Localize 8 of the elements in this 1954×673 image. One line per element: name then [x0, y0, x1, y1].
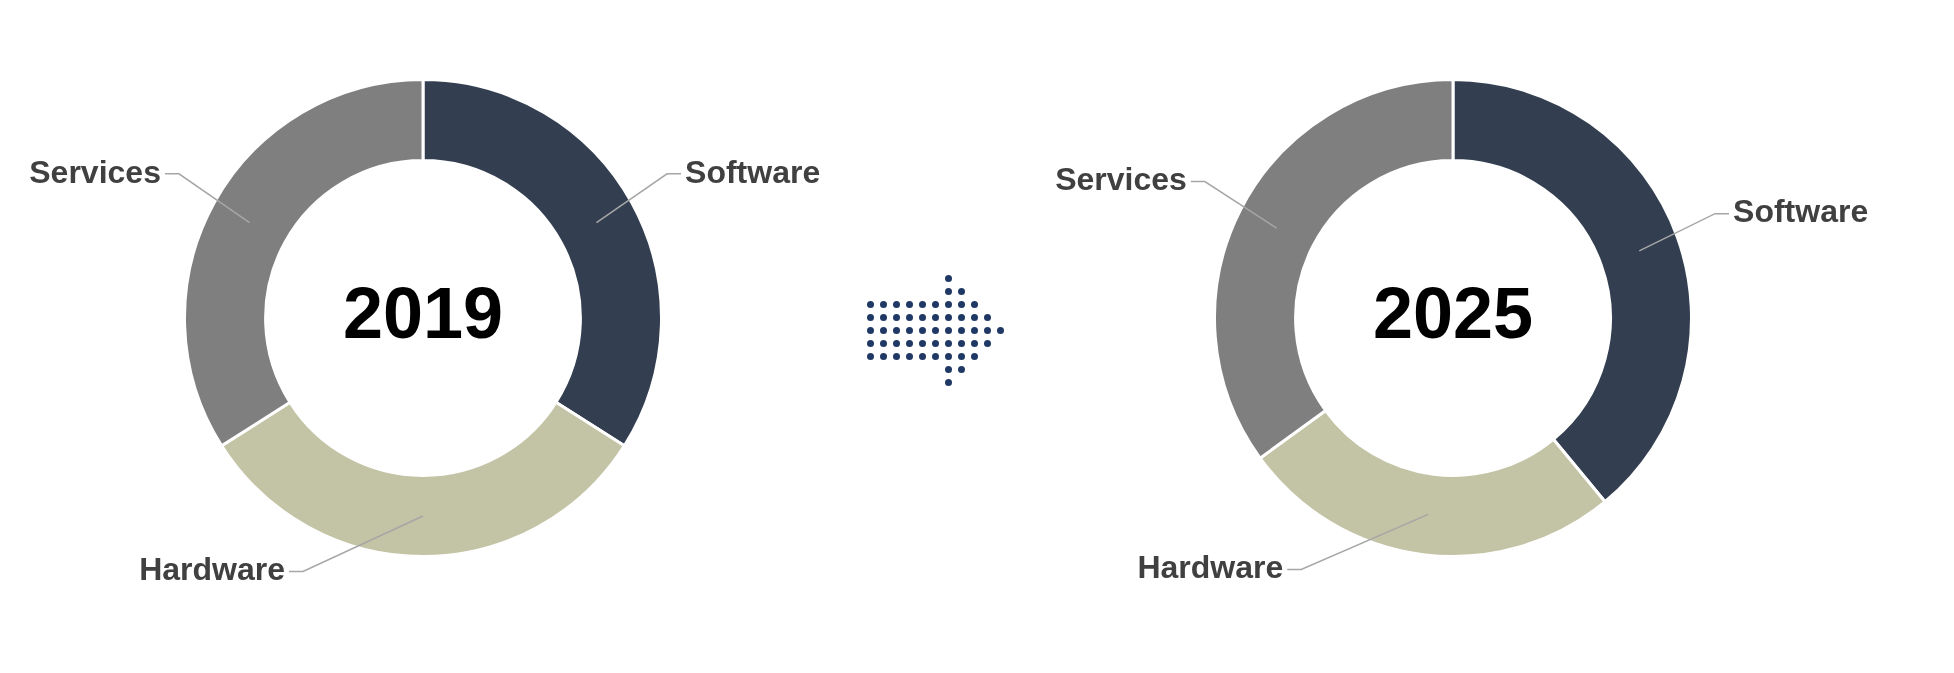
slice-label: Software — [1733, 193, 1869, 230]
slice-label: Hardware — [139, 551, 285, 588]
slice-label: Software — [685, 153, 821, 190]
slice-label: Hardware — [1137, 549, 1284, 586]
text: 2019 — [342, 272, 504, 353]
text: 2025 — [1372, 272, 1534, 353]
slice-label: Services — [29, 153, 161, 190]
slice-label: Services — [1055, 161, 1187, 198]
